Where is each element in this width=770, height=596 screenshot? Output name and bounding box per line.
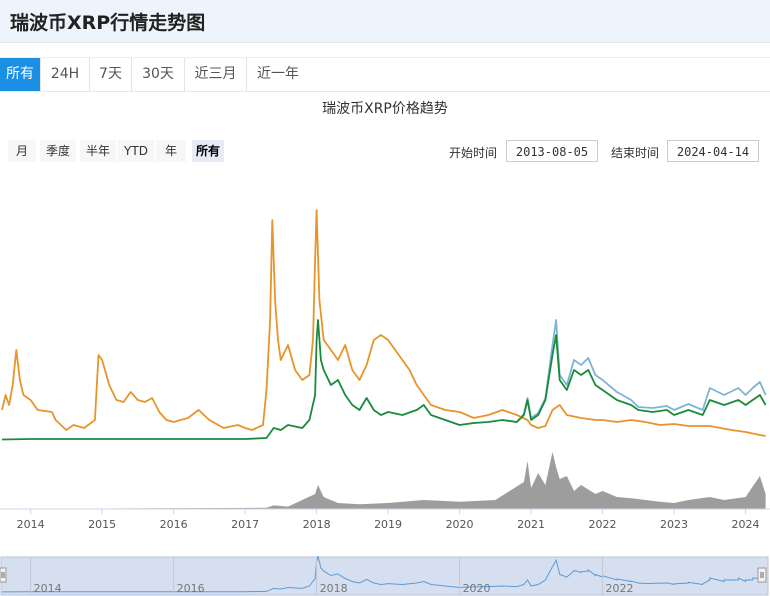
series-layer xyxy=(1,209,767,441)
x-tick-label: 2017 xyxy=(231,518,259,531)
end-date-input[interactable]: 2024-04-14 xyxy=(667,140,759,162)
chart-title: 瑞波币XRP价格趋势 xyxy=(322,101,448,117)
x-tick-label: 2023 xyxy=(660,518,688,531)
navigator-left-handle[interactable] xyxy=(0,567,7,583)
x-tick-label: 2019 xyxy=(374,518,402,531)
x-tick-label: 2020 xyxy=(446,518,474,531)
navigator-line xyxy=(1,555,767,593)
range-all-button[interactable]: 所有 xyxy=(192,140,224,162)
navigator-ticks: 2014 2016 2018 2020 2022 xyxy=(30,557,634,595)
x-tick-label: 2022 xyxy=(589,518,617,531)
tab-7d[interactable]: 7天 xyxy=(90,58,132,91)
start-date-input[interactable]: 2013-08-05 xyxy=(506,140,598,162)
end-date-label: 结束时间 xyxy=(611,146,660,160)
navigator-tick-label: 2018 xyxy=(320,582,348,595)
navigator-tick-label: 2014 xyxy=(34,582,62,595)
page-header: 瑞波币XRP行情走势图 xyxy=(0,0,770,43)
tab-3m[interactable]: 近三月 xyxy=(185,58,247,91)
start-date-label: 开始时间 xyxy=(449,146,498,160)
page-title: 瑞波币XRP行情走势图 xyxy=(10,12,206,34)
tab-1y[interactable]: 近一年 xyxy=(257,66,299,82)
period-tabs: 所有 24H 7天 30天 近三月 近一年 xyxy=(0,57,770,92)
series-line-orange xyxy=(1,209,766,437)
navigator-series xyxy=(1,555,767,593)
x-tick-label: 2021 xyxy=(517,518,545,531)
volume-area-path xyxy=(2,452,766,509)
range-month-button[interactable]: 月 xyxy=(8,140,36,162)
range-halfyear-button[interactable]: 半年 xyxy=(80,140,116,162)
tab-24h[interactable]: 24H xyxy=(41,58,90,91)
range-ytd-button[interactable]: YTD xyxy=(118,140,154,162)
tab-all[interactable]: 所有 xyxy=(0,58,41,91)
series-line-green xyxy=(1,319,767,441)
x-tick-label: 2024 xyxy=(732,518,760,531)
x-axis-ticks: 2014 2015 2016 2017 2018 2019 2020 2021 2022 2023… xyxy=(17,509,760,531)
navigator-tick-label: 2016 xyxy=(177,582,205,595)
range-year-button[interactable]: 年 xyxy=(156,140,186,162)
x-tick-label: 2015 xyxy=(88,518,116,531)
range-quarter-button[interactable]: 季度 xyxy=(40,140,76,162)
x-tick-label: 2014 xyxy=(17,518,45,531)
navigator-tick-label: 2020 xyxy=(463,582,491,595)
navigator-tick-label: 2022 xyxy=(606,582,634,595)
tab-30d[interactable]: 30天 xyxy=(132,58,185,91)
x-tick-label: 2018 xyxy=(303,518,331,531)
navigator-background[interactable] xyxy=(0,556,769,596)
volume-area xyxy=(2,452,766,509)
navigator-right-handle[interactable] xyxy=(757,567,767,583)
x-tick-label: 2016 xyxy=(160,518,188,531)
